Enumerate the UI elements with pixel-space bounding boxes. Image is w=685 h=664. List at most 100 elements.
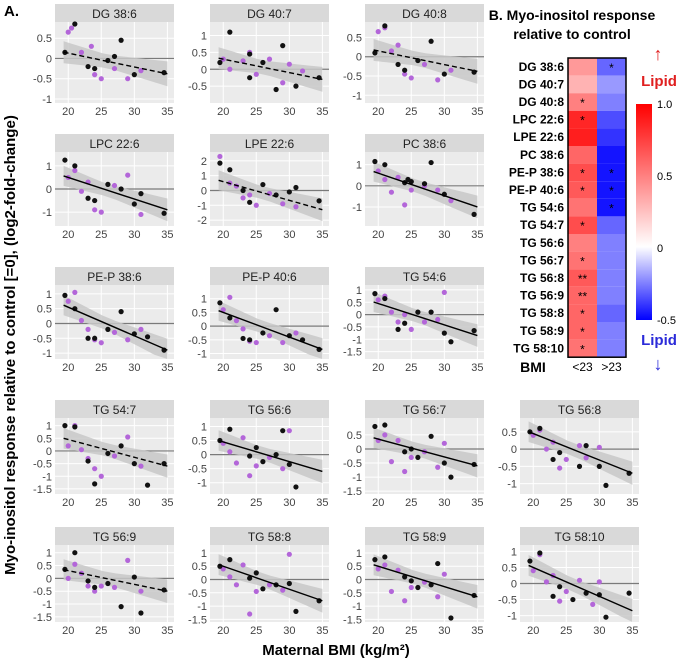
black-point (395, 61, 401, 68)
panel-strip (365, 267, 484, 285)
significance-star: * (609, 166, 614, 180)
purple-point (395, 319, 401, 325)
significance-star: * (580, 96, 585, 110)
black-point (62, 157, 68, 163)
panel-title: TG 54:7 (93, 403, 137, 417)
x-tick-label: 20 (217, 229, 229, 241)
purple-point (280, 80, 286, 86)
purple-point (402, 468, 408, 475)
y-tick-label: 0 (356, 181, 362, 193)
y-tick-label: -1 (42, 207, 52, 219)
black-point (247, 453, 253, 459)
purple-point (441, 289, 447, 295)
y-tick-label: -0.5 (498, 595, 517, 607)
purple-point (266, 190, 273, 197)
purple-point (375, 29, 381, 35)
y-tick-label: -1 (352, 472, 362, 484)
panel-strip (55, 400, 174, 418)
black-point (408, 179, 414, 185)
significance-star: * (580, 166, 585, 180)
x-tick-label: 25 (560, 497, 572, 509)
purple-point (395, 437, 401, 444)
black-point (428, 38, 434, 44)
black-point (247, 51, 253, 57)
significance-star: * (580, 219, 585, 233)
purple-point (227, 449, 233, 455)
black-point (537, 550, 543, 556)
y-tick-label: -0.5 (33, 586, 52, 598)
heatmap-cell (568, 216, 597, 234)
black-point (382, 162, 388, 168)
regression-line (373, 170, 478, 208)
significance-star: ** (578, 290, 588, 304)
black-point (138, 191, 144, 197)
black-point (603, 614, 609, 620)
y-tick-label: 1 (201, 548, 207, 560)
purple-point (375, 297, 381, 303)
purple-point (247, 611, 253, 617)
black-point (138, 610, 144, 616)
purple-point (286, 428, 292, 434)
panel-title: PE-P 40:6 (242, 270, 297, 284)
black-point (118, 309, 124, 315)
regression-line (63, 569, 168, 592)
regression-line (63, 304, 168, 351)
y-tick-label: 0 (356, 310, 362, 322)
heatmap-row-label: DG 40:7 (519, 77, 565, 91)
panel-strip (365, 134, 484, 152)
y-tick-label: -1 (352, 601, 362, 613)
y-tick-label: -1.5 (188, 614, 207, 626)
y-tick-label: -1 (42, 471, 52, 483)
panel-strip (55, 4, 174, 22)
purple-point (72, 289, 78, 295)
y-tick-label: -0.5 (188, 464, 207, 476)
black-point (72, 550, 78, 556)
black-point (382, 23, 388, 29)
heatmap-cell (568, 339, 597, 358)
purple-point (111, 584, 118, 590)
heatmap-cell (597, 93, 626, 111)
y-tick-label: 0.5 (347, 430, 362, 442)
purple-point (65, 575, 71, 581)
heatmap-row-label: LPE 22:6 (513, 130, 564, 144)
regression-line (373, 437, 478, 467)
y-tick-label: 0 (201, 64, 207, 76)
heatmap-row-label: TG 56:8 (520, 271, 564, 285)
purple-point (78, 447, 85, 453)
black-point (62, 292, 68, 298)
black-point (596, 463, 602, 469)
x-tick-label: 25 (405, 229, 417, 241)
regression-line (63, 437, 168, 467)
black-point (217, 160, 223, 166)
purple-point (543, 579, 550, 585)
black-point (293, 484, 299, 490)
regression-line (373, 301, 478, 337)
heatmap-cell (568, 128, 597, 146)
purple-point (583, 455, 589, 461)
y-tick-label: 0.5 (192, 307, 207, 319)
black-point (105, 326, 111, 332)
x-tick-label: 30 (128, 625, 140, 637)
black-point (293, 608, 299, 614)
heatmap-cell (597, 163, 626, 182)
x-tick-label: 20 (372, 106, 384, 118)
black-point (286, 189, 292, 195)
black-point (286, 580, 292, 587)
black-point (421, 181, 428, 187)
heatmap-row-label: PE-P 38:6 (509, 165, 564, 179)
black-point (227, 426, 233, 432)
x-tick-label: 25 (250, 229, 262, 241)
x-tick-label: 20 (62, 625, 74, 637)
black-point (131, 461, 137, 467)
purple-point (98, 473, 104, 479)
black-point (105, 450, 111, 457)
purple-point (448, 198, 454, 204)
black-point (240, 187, 246, 194)
x-tick-label: 35 (316, 106, 328, 118)
purple-point (125, 76, 131, 82)
purple-point (402, 598, 408, 604)
panel-title: DG 40:7 (247, 7, 292, 21)
x-tick-label: 35 (626, 497, 638, 509)
purple-point (557, 598, 563, 604)
y-tick-label: -1.5 (343, 486, 362, 498)
